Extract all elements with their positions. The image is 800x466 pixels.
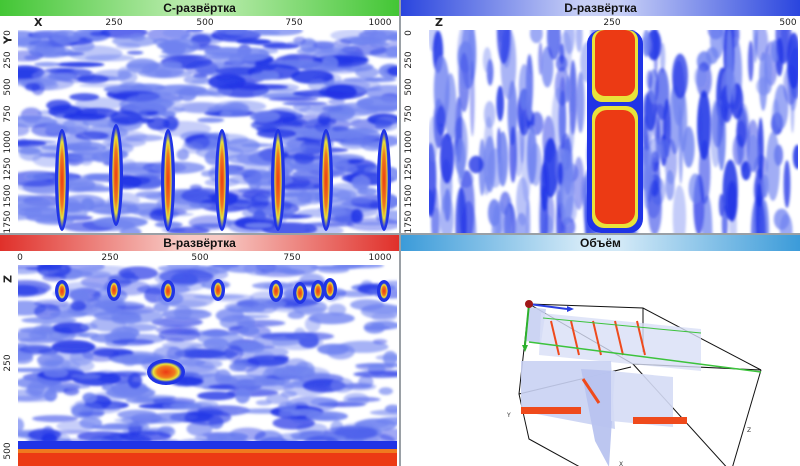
b-scan-x-tick: 500 [191, 253, 209, 263]
volume-label-z: Z [747, 427, 751, 434]
b-scan-image[interactable] [18, 265, 397, 466]
c-scan-x-tick: 250 [105, 18, 123, 28]
c-scan-indication [161, 129, 175, 231]
c-scan-indication [215, 129, 229, 231]
c-scan-indication [55, 129, 69, 231]
c-scan-image[interactable] [18, 30, 397, 233]
b-scan-indication [55, 280, 69, 302]
c-scan-indication [377, 129, 391, 231]
b-scan-indication [323, 278, 337, 300]
d-scan-z-axis-name: Z [435, 16, 443, 29]
b-scan-indication [269, 280, 283, 302]
b-scan-x-tick: 750 [283, 253, 301, 263]
d-scan-y-tick: 1250 [404, 157, 414, 181]
c-scan-y-tick: 1250 [3, 157, 13, 181]
c-scan-x-axis-name: X [34, 16, 43, 29]
volume-title: Объём [401, 235, 800, 251]
b-scan-defect [147, 359, 185, 385]
b-scan-indication [211, 279, 225, 301]
volume-panel[interactable]: Объём Y X Z [401, 235, 800, 466]
b-scan-z-axis: Z 250 500 [0, 265, 16, 466]
c-scan-y-tick: 500 [3, 78, 13, 96]
b-scan-x-tick: 1000 [368, 253, 392, 263]
b-scan-z-axis-name: Z [1, 275, 15, 283]
b-scan-indication [377, 280, 391, 302]
c-scan-y-axis: Y 0 250 500 750 1000 1250 1500 1750 [0, 30, 16, 233]
c-scan-title: C-развёртка [0, 0, 399, 16]
volume-axes [522, 300, 574, 352]
c-scan-y-tick: 1500 [3, 184, 13, 208]
b-scan-svg [18, 265, 397, 466]
d-scan-y-tick: 750 [404, 105, 414, 123]
d-scan-svg [429, 30, 798, 233]
c-scan-y-tick: 0 [3, 30, 13, 36]
c-scan-indication [271, 129, 285, 231]
d-scan-title: D-развёртка [401, 0, 800, 16]
b-scan-x-tick: 0 [17, 253, 23, 263]
d-scan-y-tick: 500 [404, 78, 414, 96]
b-scan-indication [161, 280, 175, 302]
c-scan-y-tick: 750 [3, 105, 13, 123]
b-scan-title: B-развёртка [0, 235, 399, 251]
c-scan-panel[interactable]: C-развёртка X 250 500 750 1000 Y 0 250 5… [0, 0, 399, 233]
d-scan-indication [587, 30, 643, 233]
d-scan-y-tick: 250 [404, 51, 414, 69]
c-scan-x-tick: 1000 [368, 18, 392, 28]
d-scan-z-tick: 250 [603, 18, 621, 28]
volume-svg: Y X Z [401, 251, 800, 466]
c-scan-y-tick: 1000 [3, 130, 13, 154]
d-scan-y-tick: 1000 [404, 130, 414, 154]
b-scan-indication [293, 282, 307, 304]
d-scan-z-tick: 500 [779, 18, 797, 28]
c-scan-y-tick: 250 [3, 51, 13, 69]
b-scan-panel[interactable]: B-развёртка 0 250 500 750 1000 Z 250 500 [0, 235, 399, 466]
c-scan-y-axis-name: Y [1, 36, 15, 44]
d-scan-y-tick: 0 [404, 30, 414, 36]
volume-label-x: X [619, 461, 623, 466]
d-scan-image[interactable] [429, 30, 798, 233]
c-scan-x-tick: 750 [285, 18, 303, 28]
d-scan-z-axis: Z 250 500 [401, 16, 800, 30]
b-scan-indication [107, 279, 121, 301]
d-scan-y-tick: 1750 [404, 210, 414, 233]
c-scan-x-tick: 500 [196, 18, 214, 28]
b-scan-z-tick: 500 [3, 442, 13, 460]
volume-slices [521, 307, 762, 466]
c-scan-indication [319, 129, 333, 231]
b-scan-backwall [18, 441, 397, 466]
b-scan-x-tick: 250 [101, 253, 119, 263]
d-scan-y-axis: 0 250 500 750 1000 1250 1500 1750 [401, 30, 417, 233]
c-scan-x-axis: X 250 500 750 1000 [0, 16, 399, 30]
c-scan-y-tick: 1750 [3, 210, 13, 233]
volume-view[interactable]: Y X Z [401, 251, 800, 466]
d-scan-y-tick: 1500 [404, 184, 414, 208]
volume-labels: Y X Z [506, 412, 751, 466]
b-scan-indication [311, 280, 325, 302]
d-scan-panel[interactable]: D-развёртка Z 250 500 0 250 500 750 1000… [401, 0, 800, 233]
b-scan-z-tick: 250 [3, 354, 13, 372]
volume-label-y: Y [506, 412, 511, 419]
c-scan-svg [18, 30, 397, 233]
c-scan-indication [109, 124, 123, 226]
b-scan-x-axis: 0 250 500 750 1000 [0, 251, 399, 265]
